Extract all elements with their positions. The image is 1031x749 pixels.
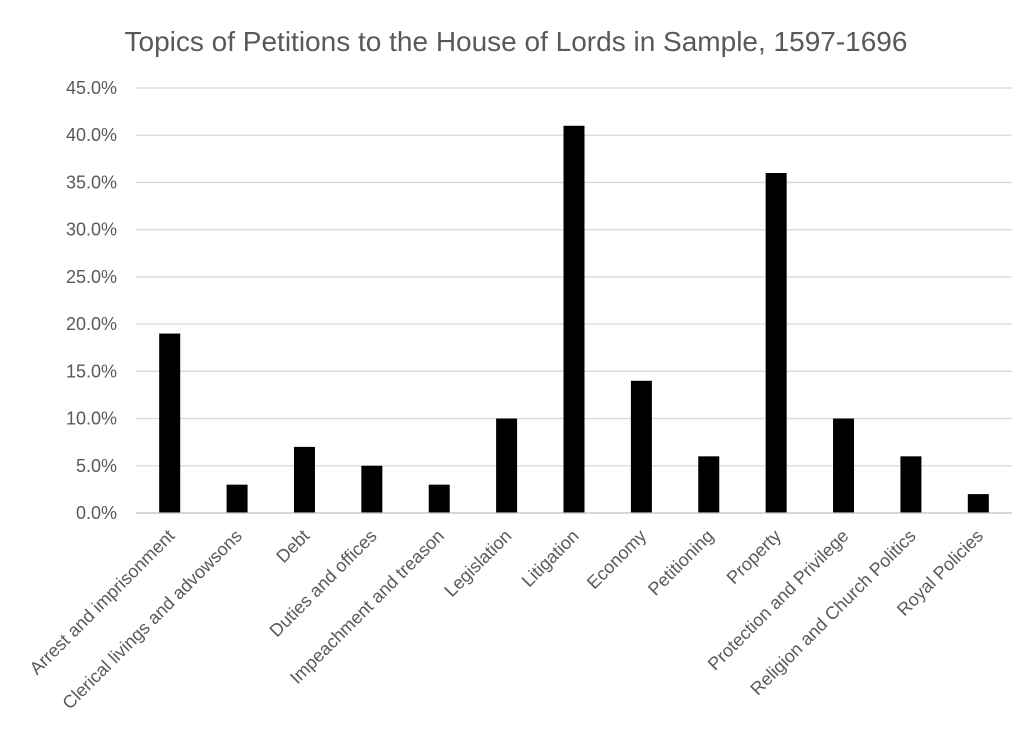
x-tick-label: Property: [723, 526, 785, 588]
x-tick-label: Litigation: [518, 526, 583, 591]
x-tick-label: Petitioning: [644, 526, 718, 600]
y-tick-label: 5.0%: [76, 456, 117, 476]
y-tick-label: 20.0%: [66, 314, 117, 334]
y-tick-label: 15.0%: [66, 361, 117, 381]
bar: [428, 484, 450, 513]
chart-title: Topics of Petitions to the House of Lord…: [125, 26, 908, 57]
y-tick-label: 35.0%: [66, 172, 117, 192]
x-tick-label: Economy: [583, 526, 650, 593]
y-tick-label: 10.0%: [66, 409, 117, 429]
bar: [159, 333, 181, 513]
bar: [226, 484, 248, 513]
y-tick-label: 45.0%: [66, 78, 117, 98]
y-tick-label: 25.0%: [66, 267, 117, 287]
bar: [563, 125, 585, 514]
bar: [833, 418, 855, 513]
y-tick-label: 0.0%: [76, 503, 117, 523]
bar: [361, 465, 383, 513]
x-tick-label: Legislation: [440, 526, 515, 601]
bar: [765, 173, 787, 513]
bars: [159, 125, 989, 514]
x-tick-label: Debt: [272, 526, 313, 567]
y-tick-label: 30.0%: [66, 220, 117, 240]
bar: [900, 456, 922, 513]
bar: [967, 494, 989, 513]
y-tick-label: 40.0%: [66, 125, 117, 145]
bar: [698, 456, 720, 513]
y-axis-tick-labels: 0.0% 5.0% 10.0% 15.0% 20.0% 25.0% 30.0% 35.0% 40…: [66, 78, 117, 523]
bar: [630, 380, 652, 513]
bar: [496, 418, 518, 513]
bar: [293, 446, 315, 513]
